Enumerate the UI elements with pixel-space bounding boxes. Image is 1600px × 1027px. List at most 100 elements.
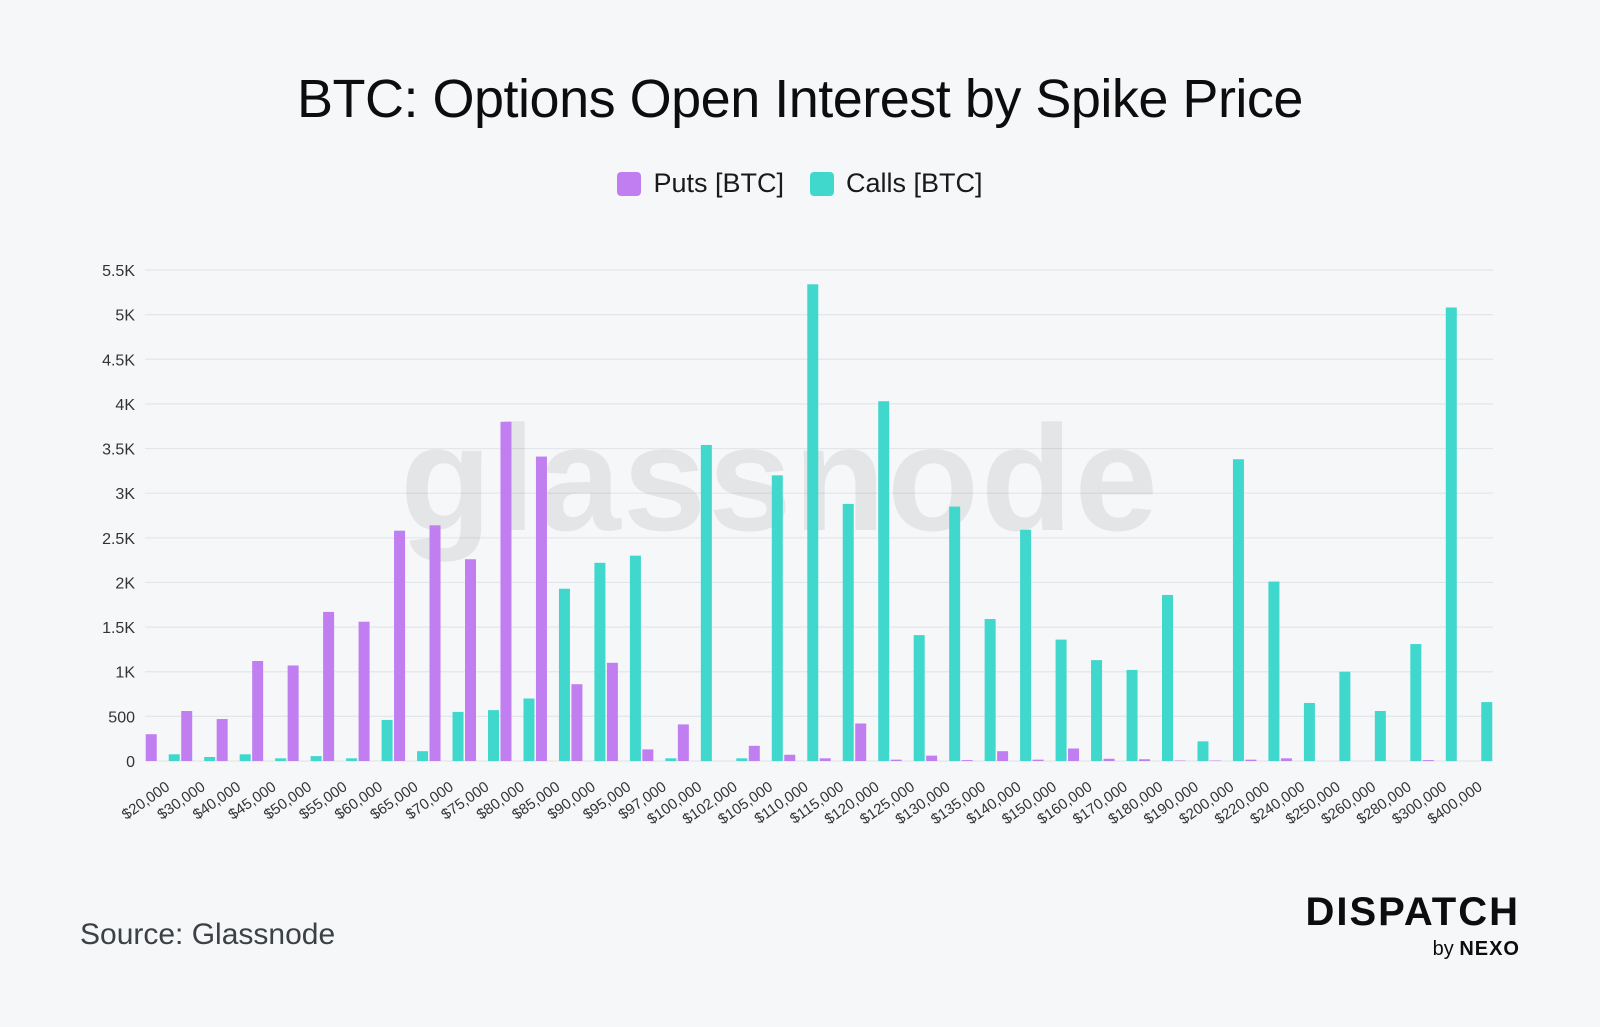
bar-calls-3[interactable] bbox=[275, 758, 287, 761]
legend-item-puts[interactable]: Puts [BTC] bbox=[617, 168, 784, 199]
x-axis-ticks: $20,000$30,000$40,000$45,000$50,000$55,0… bbox=[119, 778, 1486, 828]
bar-calls-23[interactable] bbox=[984, 619, 996, 761]
bar-puts-4[interactable] bbox=[287, 665, 299, 761]
bar-calls-11[interactable] bbox=[558, 588, 570, 761]
y-tick-label: 5K bbox=[115, 308, 135, 325]
y-tick-label: 4K bbox=[115, 397, 135, 414]
bar-calls-7[interactable] bbox=[417, 751, 429, 761]
bar-calls-14[interactable] bbox=[665, 758, 677, 761]
y-tick-label: 5.5K bbox=[102, 263, 135, 280]
bar-calls-29[interactable] bbox=[1197, 741, 1209, 761]
bar-puts-36[interactable] bbox=[1422, 760, 1434, 761]
bar-puts-12[interactable] bbox=[571, 684, 583, 761]
bar-calls-24[interactable] bbox=[1020, 529, 1032, 761]
y-tick-label: 500 bbox=[108, 709, 135, 726]
bar-puts-9[interactable] bbox=[465, 559, 476, 761]
bar-calls-4[interactable] bbox=[310, 756, 322, 761]
bar-calls-20[interactable] bbox=[878, 401, 890, 761]
bar-calls-32[interactable] bbox=[1303, 702, 1315, 761]
bar-calls-19[interactable] bbox=[842, 503, 854, 761]
bar-calls-9[interactable] bbox=[488, 710, 499, 761]
bar-calls-15[interactable] bbox=[700, 444, 712, 761]
bar-calls-30[interactable] bbox=[1232, 459, 1244, 761]
brand-logo: DISPATCH by NEXO bbox=[1305, 892, 1520, 961]
bars bbox=[145, 284, 1493, 761]
bar-calls-16[interactable] bbox=[736, 758, 748, 761]
bar-calls-6[interactable] bbox=[381, 719, 393, 761]
y-tick-label: 0 bbox=[126, 754, 135, 771]
brand-name: DISPATCH bbox=[1305, 890, 1520, 934]
legend-label-calls: Calls [BTC] bbox=[846, 168, 983, 198]
bar-calls-26[interactable] bbox=[1091, 660, 1103, 761]
bar-puts-6[interactable] bbox=[358, 621, 370, 761]
bar-calls-10[interactable] bbox=[523, 698, 535, 761]
chart-legend: Puts [BTC] Calls [BTC] bbox=[0, 168, 1600, 199]
bar-calls-8[interactable] bbox=[452, 711, 464, 761]
bar-calls-28[interactable] bbox=[1162, 594, 1173, 761]
bar-puts-0[interactable] bbox=[145, 734, 157, 761]
legend-swatch-calls bbox=[810, 171, 834, 196]
bar-puts-20[interactable] bbox=[855, 723, 867, 761]
bar-calls-31[interactable] bbox=[1268, 581, 1280, 761]
bar-puts-5[interactable] bbox=[323, 611, 335, 761]
bar-calls-5[interactable] bbox=[346, 758, 358, 761]
bar-calls-18[interactable] bbox=[807, 284, 819, 761]
bar-puts-7[interactable] bbox=[394, 530, 406, 761]
bar-puts-13[interactable] bbox=[606, 662, 618, 761]
bar-calls-33[interactable] bbox=[1339, 671, 1351, 761]
bar-calls-36[interactable] bbox=[1445, 307, 1457, 761]
y-tick-label: 2.5K bbox=[102, 531, 135, 548]
bar-puts-18[interactable] bbox=[784, 754, 796, 761]
legend-label-puts: Puts [BTC] bbox=[653, 168, 784, 198]
bar-puts-25[interactable] bbox=[1032, 759, 1044, 761]
bar-calls-27[interactable] bbox=[1126, 669, 1138, 761]
bar-puts-19[interactable] bbox=[819, 758, 831, 761]
chart-title: BTC: Options Open Interest by Spike Pric… bbox=[297, 69, 1303, 129]
brand-by: by bbox=[1432, 938, 1454, 960]
bar-puts-23[interactable] bbox=[961, 760, 973, 761]
bar-puts-3[interactable] bbox=[252, 661, 264, 761]
bar-calls-1[interactable] bbox=[204, 756, 216, 761]
legend-swatch-puts bbox=[617, 171, 642, 196]
source-note: Source: Glassnode bbox=[80, 918, 336, 951]
bar-puts-14[interactable] bbox=[642, 749, 654, 761]
y-tick-label: 3K bbox=[115, 486, 135, 503]
bar-calls-22[interactable] bbox=[949, 506, 961, 761]
bar-calls-35[interactable] bbox=[1410, 644, 1422, 761]
bar-calls-34[interactable] bbox=[1374, 711, 1386, 761]
bar-calls-21[interactable] bbox=[913, 635, 925, 761]
bar-puts-10[interactable] bbox=[500, 421, 512, 761]
y-tick-label: 2K bbox=[115, 575, 135, 592]
bar-puts-32[interactable] bbox=[1280, 758, 1292, 761]
y-tick-label: 1K bbox=[115, 665, 135, 682]
bar-puts-1[interactable] bbox=[181, 711, 193, 761]
y-tick-label: 4.5K bbox=[102, 352, 135, 369]
bar-puts-2[interactable] bbox=[216, 719, 228, 761]
grid-lines bbox=[145, 269, 1493, 762]
brand-tagline: by NEXO bbox=[1305, 938, 1520, 961]
bar-calls-2[interactable] bbox=[239, 754, 251, 761]
bar-puts-21[interactable] bbox=[890, 759, 902, 761]
bar-puts-11[interactable] bbox=[535, 456, 547, 761]
bar-calls-17[interactable] bbox=[771, 475, 783, 761]
bar-calls-12[interactable] bbox=[594, 562, 606, 761]
bar-calls-13[interactable] bbox=[629, 555, 641, 761]
bar-puts-28[interactable] bbox=[1139, 759, 1150, 761]
bar-puts-26[interactable] bbox=[1068, 748, 1080, 761]
y-tick-label: 1.5K bbox=[102, 620, 135, 637]
bar-calls-25[interactable] bbox=[1055, 639, 1067, 761]
bar-calls-0[interactable] bbox=[168, 754, 180, 761]
bar-puts-31[interactable] bbox=[1245, 759, 1257, 761]
y-tick-label: 3.5K bbox=[102, 442, 135, 459]
legend-item-calls[interactable]: Calls [BTC] bbox=[810, 168, 983, 199]
brand-company: NEXO bbox=[1459, 938, 1520, 960]
bar-puts-24[interactable] bbox=[997, 751, 1009, 761]
bar-calls-37[interactable] bbox=[1481, 702, 1493, 761]
bar-puts-27[interactable] bbox=[1103, 758, 1115, 761]
bar-puts-8[interactable] bbox=[429, 525, 441, 761]
bar-puts-22[interactable] bbox=[926, 755, 938, 761]
y-axis-ticks: 0 500 1K 1.5K 2K 2.5K 3K 3.5K 4K 4.5K 5K 5.5K bbox=[102, 263, 135, 771]
bar-puts-17[interactable] bbox=[748, 745, 760, 761]
bar-puts-15[interactable] bbox=[677, 724, 689, 761]
